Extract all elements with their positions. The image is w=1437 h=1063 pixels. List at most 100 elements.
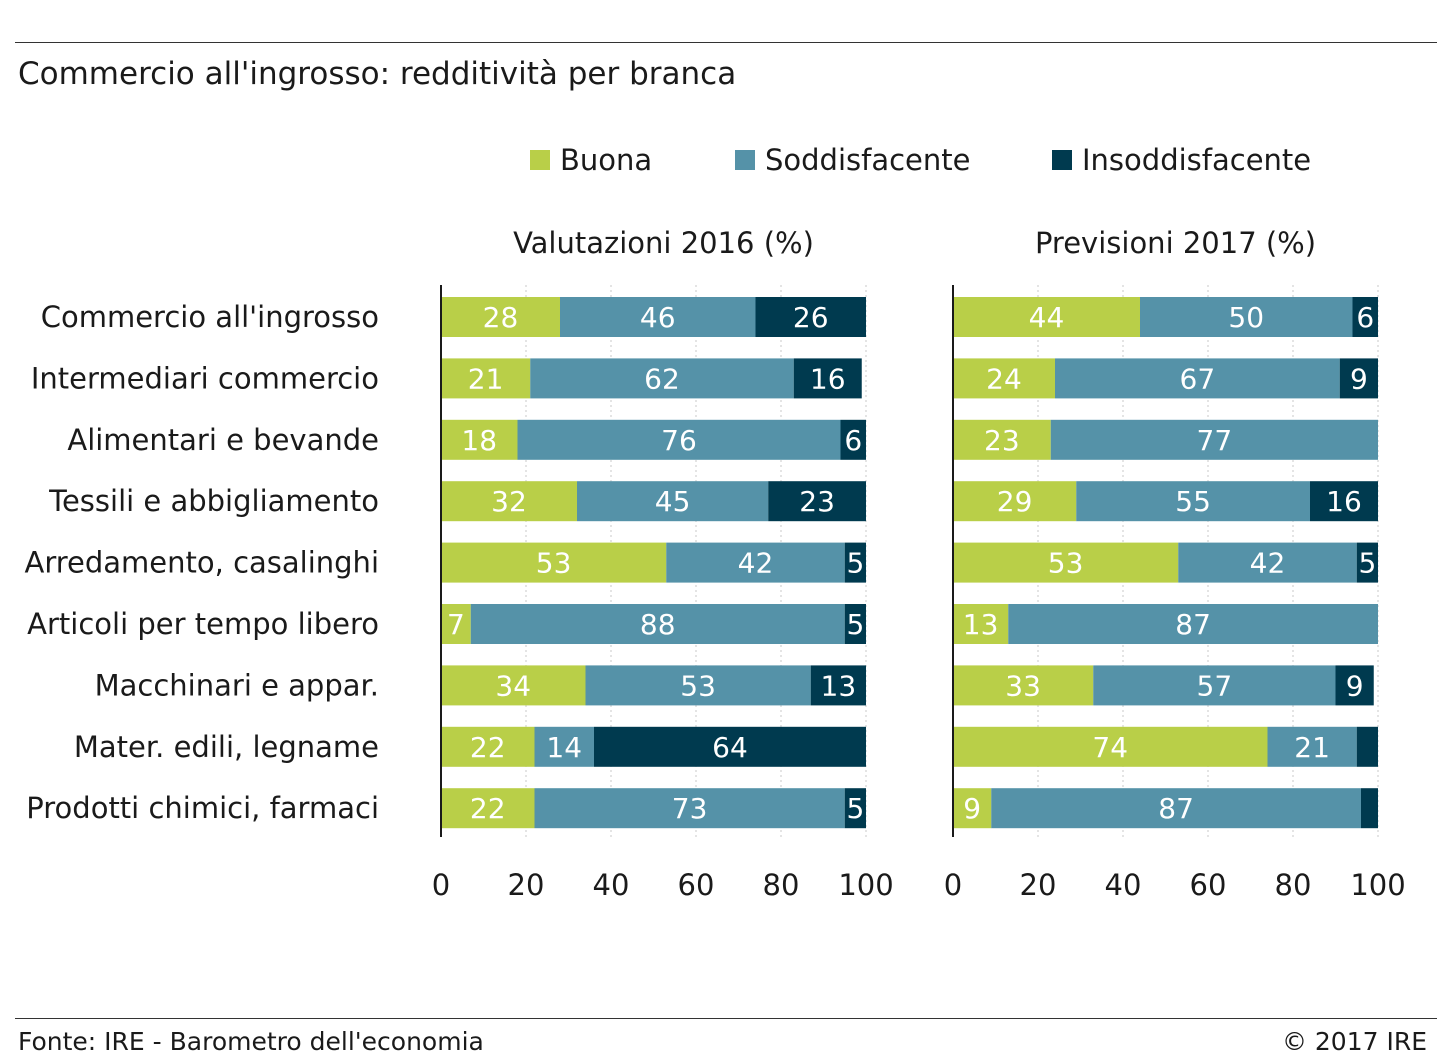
bar-previsioni-alimentari-e-bevande-soddisfacente — [1050, 419, 1378, 460]
data-label-valutazioni-tessili-e-abbigliamento-insoddisfacente: 23 — [799, 485, 835, 518]
bar-valutazioni-macchinari-e-appar-buona — [441, 665, 586, 706]
category-label-intermediari-commercio: Intermediari commercio — [31, 361, 379, 395]
data-label-previsioni-alimentari-e-bevande-buona: 23 — [984, 424, 1020, 457]
data-label-previsioni-commercio-all-ingrosso-buona: 44 — [1029, 301, 1065, 334]
top-rule — [15, 42, 1437, 43]
bar-previsioni-intermediari-commercio-soddisfacente — [1055, 358, 1340, 399]
bar-valutazioni-articoli-per-tempo-libero-insoddisfacente — [844, 604, 866, 644]
bottom-rule — [15, 1018, 1437, 1019]
data-label-previsioni-arredamento-casalinghi-buona: 53 — [1048, 547, 1084, 580]
data-label-valutazioni-arredamento-casalinghi-soddisfacente: 42 — [738, 547, 774, 580]
data-label-previsioni-arredamento-casalinghi-insoddisfacente: 5 — [1358, 547, 1376, 580]
bar-previsioni-commercio-all-ingrosso-insoddisfacente — [1352, 297, 1378, 337]
legend-item-buona: Buona — [530, 143, 652, 177]
bar-valutazioni-prodotti-chimici-farmaci-soddisfacente — [534, 788, 845, 829]
bar-previsioni-arredamento-casalinghi-buona — [953, 542, 1179, 583]
tick-label-previsioni-80: 80 — [1275, 868, 1312, 902]
panel-title-previsioni: Previsioni 2017 (%) — [1035, 226, 1316, 260]
data-label-previsioni-articoli-per-tempo-libero-buona: 13 — [963, 608, 999, 641]
data-label-previsioni-alimentari-e-bevande-soddisfacente: 77 — [1197, 424, 1233, 457]
data-label-previsioni-tessili-e-abbigliamento-insoddisfacente: 16 — [1326, 485, 1362, 518]
bar-previsioni-articoli-per-tempo-libero-soddisfacente — [1008, 604, 1378, 644]
legend-item-insoddisfacente: Insoddisfacente — [1052, 143, 1311, 177]
data-label-valutazioni-alimentari-e-bevande-buona: 18 — [461, 424, 497, 457]
data-label-previsioni-commercio-all-ingrosso-soddisfacente: 50 — [1228, 301, 1264, 334]
tick-label-valutazioni-60: 60 — [678, 868, 715, 902]
legend-swatch-soddisfacente — [735, 150, 755, 170]
data-label-valutazioni-prodotti-chimici-farmaci-soddisfacente: 73 — [672, 792, 708, 825]
data-label-valutazioni-alimentari-e-bevande-insoddisfacente: 6 — [844, 424, 862, 457]
data-label-previsioni-intermediari-commercio-buona: 24 — [986, 362, 1022, 395]
bar-previsioni-commercio-all-ingrosso-soddisfacente — [1140, 297, 1353, 337]
legend-label-insoddisfacente: Insoddisfacente — [1082, 143, 1312, 177]
data-label-valutazioni-articoli-per-tempo-libero-insoddisfacente: 5 — [846, 608, 864, 641]
bar-valutazioni-arredamento-casalinghi-soddisfacente — [666, 542, 845, 583]
bar-previsioni-prodotti-chimici-farmaci-buona — [953, 788, 992, 829]
bar-valutazioni-articoli-per-tempo-libero-soddisfacente — [470, 604, 845, 644]
data-label-valutazioni-commercio-all-ingrosso-insoddisfacente: 26 — [793, 301, 829, 334]
bar-previsioni-mater-edili-legname-buona — [953, 726, 1268, 767]
bar-previsioni-intermediari-commercio-buona — [953, 358, 1055, 399]
tick-label-previsioni-20: 20 — [1020, 868, 1057, 902]
category-label-commercio-all-ingrosso: Commercio all'ingrosso — [41, 300, 379, 334]
tick-label-valutazioni-20: 20 — [508, 868, 545, 902]
data-label-previsioni-mater-edili-legname-buona: 74 — [1092, 731, 1128, 764]
bar-valutazioni-alimentari-e-bevande-insoddisfacente — [840, 419, 866, 460]
data-label-previsioni-prodotti-chimici-farmaci-buona: 9 — [963, 792, 981, 825]
category-label-articoli-per-tempo-libero: Articoli per tempo libero — [27, 607, 379, 641]
legend-label-soddisfacente: Soddisfacente — [765, 143, 971, 177]
bar-valutazioni-prodotti-chimici-farmaci-buona — [441, 788, 535, 829]
bar-previsioni-macchinari-e-appar-soddisfacente — [1093, 665, 1336, 706]
bar-previsioni-articoli-per-tempo-libero-buona — [953, 604, 1009, 644]
data-label-valutazioni-prodotti-chimici-farmaci-insoddisfacente: 5 — [846, 792, 864, 825]
bar-valutazioni-arredamento-casalinghi-buona — [441, 542, 667, 583]
bar-previsioni-tessili-e-abbigliamento-soddisfacente — [1076, 481, 1310, 522]
data-label-valutazioni-intermediari-commercio-soddisfacente: 62 — [644, 362, 680, 395]
data-label-valutazioni-commercio-all-ingrosso-buona: 28 — [483, 301, 519, 334]
bar-previsioni-arredamento-casalinghi-soddisfacente — [1178, 542, 1357, 583]
data-label-previsioni-macchinari-e-appar-buona: 33 — [1005, 669, 1041, 702]
data-label-previsioni-macchinari-e-appar-soddisfacente: 57 — [1197, 669, 1233, 702]
bar-previsioni-mater-edili-legname-insoddisfacente — [1356, 726, 1378, 767]
data-label-valutazioni-mater-edili-legname-insoddisfacente: 64 — [712, 731, 748, 764]
bar-previsioni-alimentari-e-bevande-buona — [953, 419, 1051, 460]
bar-previsioni-prodotti-chimici-farmaci-insoddisfacente — [1361, 788, 1378, 829]
bar-previsioni-arredamento-casalinghi-insoddisfacente — [1356, 542, 1378, 583]
bar-valutazioni-prodotti-chimici-farmaci-insoddisfacente — [844, 788, 866, 829]
data-label-valutazioni-articoli-per-tempo-libero-buona: 7 — [447, 608, 465, 641]
bar-previsioni-tessili-e-abbigliamento-buona — [953, 481, 1077, 522]
data-label-previsioni-intermediari-commercio-insoddisfacente: 9 — [1350, 362, 1368, 395]
category-label-alimentari-e-bevande: Alimentari e bevande — [67, 423, 379, 457]
bar-valutazioni-mater-edili-legname-buona — [441, 726, 535, 767]
bar-valutazioni-arredamento-casalinghi-insoddisfacente — [844, 542, 866, 583]
bar-valutazioni-tessili-e-abbigliamento-buona — [441, 481, 577, 522]
data-label-previsioni-arredamento-casalinghi-soddisfacente: 42 — [1250, 547, 1286, 580]
data-label-valutazioni-macchinari-e-appar-insoddisfacente: 13 — [821, 669, 857, 702]
footer-copyright: © 2017 IRE — [1281, 1027, 1427, 1056]
tick-label-previsioni-40: 40 — [1105, 868, 1142, 902]
data-label-valutazioni-arredamento-casalinghi-buona: 53 — [536, 547, 572, 580]
tick-label-previsioni-60: 60 — [1190, 868, 1227, 902]
bar-previsioni-macchinari-e-appar-insoddisfacente — [1335, 665, 1374, 706]
tick-label-previsioni-100: 100 — [1350, 868, 1405, 902]
data-label-valutazioni-articoli-per-tempo-libero-soddisfacente: 88 — [640, 608, 676, 641]
data-label-previsioni-mater-edili-legname-soddisfacente: 21 — [1294, 731, 1330, 764]
tick-label-valutazioni-0: 0 — [432, 868, 450, 902]
bar-valutazioni-macchinari-e-appar-insoddisfacente — [810, 665, 866, 706]
data-label-valutazioni-macchinari-e-appar-soddisfacente: 53 — [680, 669, 716, 702]
tick-label-valutazioni-80: 80 — [763, 868, 800, 902]
data-label-valutazioni-macchinari-e-appar-buona: 34 — [495, 669, 531, 702]
category-label-prodotti-chimici-farmaci: Prodotti chimici, farmaci — [26, 791, 379, 825]
category-label-tessili-e-abbigliamento: Tessili e abbigliamento — [48, 484, 379, 518]
bar-previsioni-mater-edili-legname-soddisfacente — [1267, 726, 1357, 767]
data-label-previsioni-macchinari-e-appar-insoddisfacente: 9 — [1346, 669, 1364, 702]
stacked-bar-chart: Commercio all'ingrosso Intermediari comme… — [24, 226, 1405, 902]
bar-valutazioni-alimentari-e-bevande-soddisfacente — [517, 419, 841, 460]
bar-previsioni-prodotti-chimici-farmaci-soddisfacente — [991, 788, 1361, 829]
tick-label-previsioni-0: 0 — [944, 868, 962, 902]
bar-previsioni-intermediari-commercio-insoddisfacente — [1339, 358, 1378, 399]
category-label-mater-edili-legname: Mater. edili, legname — [74, 730, 379, 764]
bar-valutazioni-macchinari-e-appar-soddisfacente — [585, 665, 811, 706]
bar-valutazioni-commercio-all-ingrosso-soddisfacente — [560, 297, 756, 337]
data-label-previsioni-commercio-all-ingrosso-insoddisfacente: 6 — [1356, 301, 1374, 334]
